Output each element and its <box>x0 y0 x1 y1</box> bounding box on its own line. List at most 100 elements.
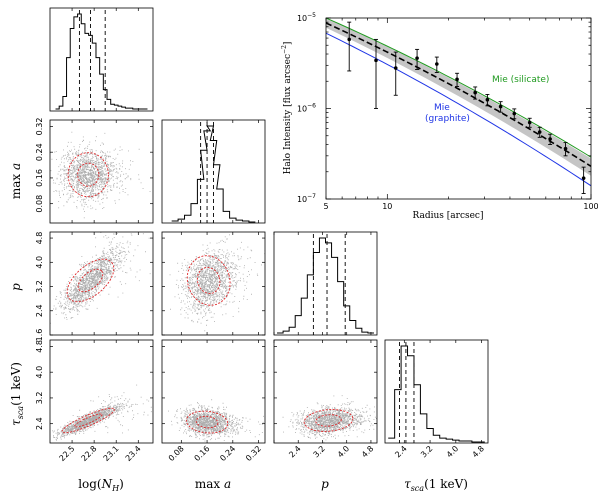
scatter-points <box>169 234 265 332</box>
contour-ellipse <box>303 409 354 432</box>
halo-y-label: Halo Intensity [flux arcsec−2] <box>281 42 293 175</box>
halo-y-tick-label: 10−5 <box>297 12 316 23</box>
halo-y-tick-label: 10−7 <box>297 193 316 204</box>
data-point <box>548 137 552 141</box>
halo-y-tick-exponent: −5 <box>307 12 316 19</box>
data-point <box>498 104 503 109</box>
y-tick-label: 3.2 <box>35 392 44 405</box>
y-tick-label: 1.6 <box>35 329 44 342</box>
mie-silicate-line <box>326 18 591 158</box>
panel-frame <box>273 339 378 444</box>
scatter-points <box>168 399 264 442</box>
scatter-cloud <box>168 399 264 442</box>
histogram-step <box>388 345 485 443</box>
y-axis-label-tau: τsca(1 keV) <box>9 362 25 426</box>
panel-frame <box>49 231 154 336</box>
data-point <box>455 77 459 82</box>
histogram-step <box>171 125 256 223</box>
y-tick-label: 4.8 <box>35 340 44 353</box>
contour-ellipse <box>77 162 100 187</box>
data-point <box>415 56 419 60</box>
contour-ellipse <box>315 414 342 427</box>
halo-x-label: Radius [arcsec] <box>413 211 484 221</box>
lognh-maxa-scatter: 0.08 0.16 0.24 0.32 <box>35 118 154 224</box>
model-uncertainty-band <box>326 18 591 176</box>
graphite-label-2: (graphite) <box>425 114 470 124</box>
panel-frame <box>49 7 154 112</box>
x-axis-label-p: p <box>321 477 329 491</box>
halo-y-tick-exponent: −6 <box>307 103 316 110</box>
x-axis-label-maxa: max a <box>195 477 231 491</box>
y-tick-label: 4.8 <box>35 232 44 245</box>
p-histogram <box>273 231 378 336</box>
contour-ellipse <box>61 407 115 434</box>
contour-ellipse <box>77 268 104 293</box>
data-point <box>581 176 586 180</box>
contour-ellipse <box>185 410 229 434</box>
data-point <box>563 146 568 151</box>
graphite-label-1: Mie <box>434 103 450 113</box>
y-tick-label: 4.0 <box>35 366 44 379</box>
lognh-tau-scatter: 22.5 22.8 23.1 23.42.43.24.04.8 <box>35 339 154 463</box>
x-axis-label-lognh: log(NH) <box>78 477 124 493</box>
y-tick-label: 0.08 <box>35 195 44 213</box>
halo-x-tick-label: 100 <box>583 202 598 211</box>
panel-frame <box>273 231 378 336</box>
scatter-cloud <box>169 234 265 332</box>
scatter-cloud <box>50 131 153 219</box>
lognh-histogram <box>49 7 154 112</box>
data-point <box>435 62 439 66</box>
panel-frame <box>161 231 266 336</box>
panel-frame <box>49 339 154 444</box>
scatter-cloud <box>282 395 377 443</box>
halo-content <box>326 18 591 194</box>
scatter-points <box>50 131 153 219</box>
contour-ellipse <box>66 258 115 303</box>
panel-frame <box>384 339 489 444</box>
scatter-cloud <box>50 232 153 324</box>
data-point <box>537 130 542 134</box>
data-point <box>393 66 398 70</box>
data-point <box>347 37 352 42</box>
best-fit-model-line <box>326 22 591 167</box>
data-point <box>485 97 490 102</box>
panel-frame <box>161 339 266 444</box>
mie-graphite-line <box>326 32 591 187</box>
scatter-points <box>50 384 152 441</box>
halo-y-tick-label: 10−6 <box>297 103 316 114</box>
y-tick-label: 3.2 <box>35 280 44 293</box>
panel-frame <box>161 119 266 224</box>
histogram-step <box>55 13 148 110</box>
y-axis-label-maxa: max a <box>9 163 23 199</box>
y-tick-label: 2.4 <box>35 417 44 430</box>
maxa-p-scatter <box>161 231 266 336</box>
halo-x-tick-label: 10 <box>382 202 392 211</box>
halo-intensity-plot: 5 10 100 10−5 10−6 10−7 <box>297 12 598 211</box>
scatter-points <box>50 232 153 324</box>
histogram-step <box>277 237 374 334</box>
data-point <box>374 58 378 63</box>
halo-x-tick-label: 5 <box>323 202 328 211</box>
maxa-histogram <box>161 119 266 224</box>
contour-ellipse <box>195 415 219 429</box>
contour-ellipse <box>196 266 221 294</box>
contour-ellipse <box>67 152 109 198</box>
contour-ellipse <box>74 413 103 428</box>
y-tick-label: 4.0 <box>35 256 44 269</box>
x-axis-label-tau: τsca(1 keV) <box>404 477 468 493</box>
data-point <box>512 111 517 116</box>
lognh-p-scatter: 1.6 2.4 3.2 4.0 4.8 <box>35 231 154 342</box>
scatter-points <box>282 395 377 443</box>
halo-y-tick-exponent: −7 <box>307 193 316 200</box>
silicate-label: Mie (silicate) <box>492 75 549 85</box>
y-tick-label: 0.16 <box>35 169 44 187</box>
panel-frame <box>49 119 154 224</box>
y-tick-label: 0.24 <box>35 143 44 161</box>
y-axis-label-p: p <box>9 283 23 291</box>
contour-ellipse <box>186 255 231 306</box>
data-point <box>527 120 532 125</box>
y-tick-label: 0.32 <box>35 118 44 136</box>
data-point <box>473 90 477 95</box>
y-tick-label: 2.4 <box>35 304 44 317</box>
